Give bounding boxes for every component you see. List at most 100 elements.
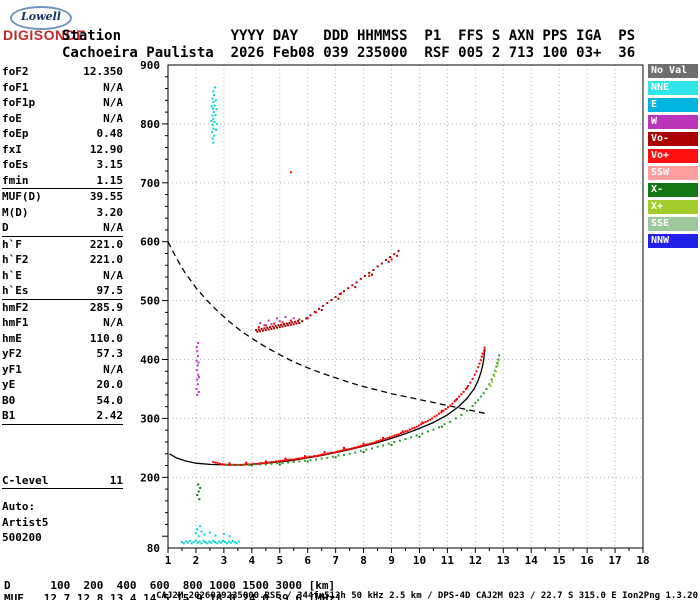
parameter-row-h-f: h`F 221.0: [2, 237, 123, 253]
parameter-value: 12.350: [83, 65, 123, 78]
svg-text:80: 80: [147, 542, 160, 555]
parameter-row-fmin: fmin 1.15: [2, 173, 123, 189]
autoscaling-info: Auto: Artist5 500200: [2, 499, 123, 546]
parameter-label: h`Es: [2, 284, 29, 297]
svg-text:17: 17: [608, 554, 621, 567]
series-spread-echoes-800km: [210, 86, 218, 144]
parameter-value: N/A: [103, 96, 123, 109]
parameter-row-yf2: yF2 57.3: [2, 346, 123, 362]
parameter-label: M(D): [2, 205, 29, 219]
parameter-label: D: [2, 221, 9, 234]
svg-text:4: 4: [249, 554, 256, 567]
parameter-value: 39.55: [89, 190, 123, 203]
parameter-label: MUF(D): [2, 190, 42, 203]
parameter-row-d: D N/A: [2, 220, 123, 236]
svg-text:8: 8: [360, 554, 367, 567]
autoscaling-row: Auto:: [2, 500, 36, 513]
legend-item-nnw: NNW: [648, 234, 698, 248]
legend-item-sse: SSE: [648, 217, 698, 231]
logo-digisonde-text: DIGISONDE: [3, 27, 87, 43]
parameter-group-3: hmF2 285.9 hmF1 N/A hmE 110.0 yF2 57.3 yF1 N/A yE 2…: [2, 300, 123, 425]
legend-item-ssw: SSW: [648, 166, 698, 180]
svg-text:15: 15: [553, 554, 566, 567]
parameter-label: foF2: [2, 65, 29, 78]
svg-text:800: 800: [140, 118, 160, 131]
parameter-row-fxi: fxI 12.90: [2, 142, 123, 158]
header-station-values: Cachoeira Paulista 2026 Feb08 039 235000…: [62, 45, 636, 61]
parameter-label: hmF1: [2, 316, 29, 329]
parameter-row-hmf2: hmF2 285.9: [2, 300, 123, 316]
parameter-row-h-es: h`Es 97.5: [2, 283, 123, 299]
parameter-label: hmF2: [2, 300, 29, 314]
svg-text:16: 16: [580, 554, 594, 567]
parameter-label: foEs: [2, 158, 29, 171]
parameter-value: N/A: [103, 316, 123, 329]
svg-text:600: 600: [140, 236, 160, 249]
svg-text:3: 3: [221, 554, 228, 567]
legend-item-vo-: Vo-: [648, 132, 698, 146]
parameter-value: 12.90: [89, 142, 123, 156]
lowell-logo-ellipse: Lowell: [10, 6, 72, 30]
parameter-label: yF1: [2, 362, 22, 376]
muf-transmission-curve: [167, 241, 487, 415]
parameter-value: 57.3: [96, 347, 124, 360]
series-f-trace-o-mode-vertical-plus: [212, 346, 486, 466]
svg-text:11: 11: [441, 554, 455, 567]
parameter-group-2: h`F 221.0 h`F2 221.0 h`E N/A h`Es 97.5: [2, 237, 123, 300]
parameter-label: B0: [2, 393, 16, 407]
parameter-row-ye: yE 20.0: [2, 377, 123, 393]
series-x-plus-trace-tip: [489, 359, 500, 387]
parameter-label: foF1: [2, 80, 29, 94]
parameter-label: hmE: [2, 331, 22, 345]
parameter-panel: foF2 12.350 foF1 N/A foF1p N/A foE N/A foEp 0.48 f…: [2, 64, 123, 546]
parameter-row-h-f2: h`F2 221.0: [2, 252, 123, 268]
parameter-value: 221.0: [89, 253, 123, 266]
series-second-hop-vertical-plus: [257, 171, 393, 329]
legend-item-no-val: No Val: [648, 64, 698, 78]
header-field-names: Station YYYY DAY DDD HHMMSS P1 FFS S AXN…: [62, 28, 636, 44]
parameter-row-c-level: C-level 11: [2, 473, 123, 489]
legend-item-nne: NNE: [648, 81, 698, 95]
parameter-row-foep: foEp 0.48: [2, 126, 123, 142]
parameter-row-m-d-: M(D) 3.20: [2, 205, 123, 221]
series-w-direction-echoes: [195, 316, 295, 396]
svg-text:9: 9: [388, 554, 395, 567]
parameter-label: foEp: [2, 127, 29, 140]
parameter-row-foes: foEs 3.15: [2, 157, 123, 173]
svg-text:14: 14: [525, 554, 539, 567]
autoscaling-row: Artist5: [2, 515, 49, 529]
status-line: CAJ2M_2026039235000.RSF / 344fx512h 50 k…: [156, 591, 698, 600]
parameter-label: B1: [2, 409, 16, 422]
svg-text:700: 700: [140, 177, 160, 190]
plot-grid: [168, 64, 644, 548]
parameter-label: h`F: [2, 237, 22, 251]
svg-text:2: 2: [193, 554, 200, 567]
parameter-value: 110.0: [89, 331, 123, 345]
legend-item-e: E: [648, 98, 698, 112]
parameter-group-4: C-level 11: [2, 473, 123, 489]
muf-row: MUF 12.7 12.8 13.4 14.5 15.9 18.0 24.0 3…: [4, 592, 342, 600]
parameter-value: N/A: [103, 80, 123, 94]
parameter-value: N/A: [103, 268, 123, 282]
parameter-row-yf1: yF1 N/A: [2, 362, 123, 378]
parameter-row-b0: B0 54.0: [2, 393, 123, 409]
parameter-label: fmin: [2, 173, 29, 187]
parameter-label: foE: [2, 111, 22, 125]
parameter-label: yE: [2, 378, 16, 391]
svg-text:6: 6: [304, 554, 311, 567]
series-x-minus-echoes: [250, 425, 443, 467]
parameter-row-hme: hmE 110.0: [2, 331, 123, 347]
parameter-value: 2.42: [96, 409, 124, 422]
series-es-layer-echoes: [181, 525, 240, 545]
svg-text:10: 10: [413, 554, 426, 567]
echo-traces: [181, 86, 501, 545]
parameter-value: 285.9: [89, 300, 123, 314]
parameter-value: 0.48: [96, 127, 124, 140]
direction-polarization-legend: No Val NNE E W Vo- Vo+ SSW X- X+ SSE NNW: [648, 64, 698, 251]
plot-axes: [162, 64, 644, 553]
parameter-row-foe: foE N/A: [2, 111, 123, 127]
parameter-value: 3.20: [96, 205, 124, 219]
svg-text:13: 13: [497, 554, 510, 567]
